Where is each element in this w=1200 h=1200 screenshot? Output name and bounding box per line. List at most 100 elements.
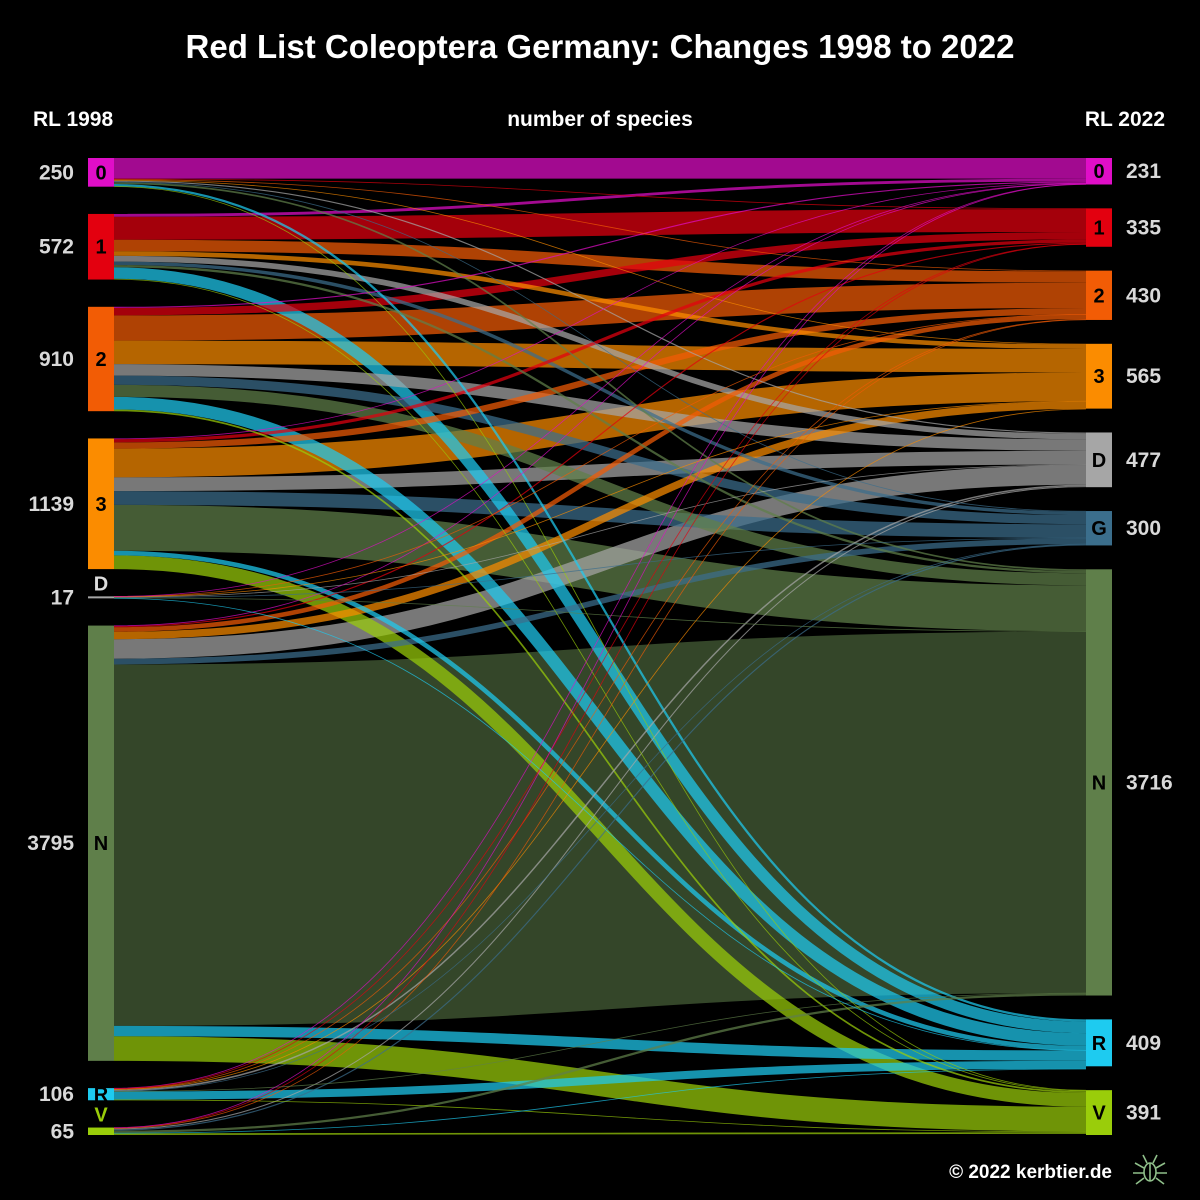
left-node-N [88,625,114,1061]
right-node-total-R: 409 [1126,1032,1161,1055]
copyright-credit: © 2022 kerbtier.de [949,1162,1112,1183]
flow-0-to-V [113,186,1087,1091]
flow-N-to-D [113,465,1087,659]
flow-1-to-D [113,255,1087,440]
left-node-total-R: 106 [39,1083,74,1106]
left-node-3 [88,438,114,570]
left-node-total-2: 910 [39,348,74,371]
flow-R-to-N [113,992,1087,1092]
flow-3-to-3 [113,372,1087,478]
flow-0-to-2 [113,179,1087,272]
right-node-G [1086,511,1112,546]
right-node-label-2: 2 [1093,285,1104,307]
flow-2-to-V [113,409,1087,1094]
right-node-V [1086,1090,1112,1135]
right-node-label-R: R [1092,1033,1107,1055]
right-node-label-0: 0 [1093,161,1104,183]
flow-R-to-2 [113,318,1087,1090]
right-node-total-0: 231 [1126,160,1161,183]
flow-V-to-V [113,1132,1087,1136]
flow-R-to-1 [113,243,1087,1090]
flow-0-to-D [113,180,1087,434]
flow-R-to-0 [113,183,1087,1089]
left-node-label-0: 0 [95,162,106,184]
flow-D-to-0 [113,183,1087,597]
measure-header: number of species [507,108,693,131]
right-node-label-1: 1 [1093,218,1104,240]
right-node-label-G: G [1091,518,1107,540]
right-node-label-V: V [1092,1103,1106,1125]
beetle-logo-icon [1133,1154,1167,1185]
left-node-total-3: 1139 [28,493,74,516]
flow-R-to-R [113,1060,1087,1100]
flow-2-to-G [113,375,1087,525]
flow-D-to-G [113,537,1087,599]
flow-N-to-3 [113,401,1087,640]
flow-3-to-G [113,491,1087,538]
flow-R-to-D [113,484,1087,1092]
right-node-total-1: 335 [1126,217,1161,240]
flow-D-to-D [113,464,1087,598]
flow-V-to-N [113,993,1087,1133]
left-node-total-1: 572 [39,236,74,259]
flow-1-to-2 [113,239,1087,283]
left-node-total-V: 65 [51,1120,75,1143]
right-node-0 [1086,158,1112,185]
left-node-label-3: 3 [95,494,106,516]
right-node-N [1086,569,1112,996]
right-node-D [1086,432,1112,488]
flow-1-to-0 [113,178,1087,217]
left-node-R [88,1088,114,1101]
flow-D-to-N [113,597,1087,632]
flow-2-to-1 [113,231,1087,316]
flow-1-to-1 [113,209,1087,240]
right-node-total-N: 3716 [1126,771,1173,794]
left-node-label-1: 1 [95,237,106,259]
flow-layer [113,157,1087,1136]
flow-V-to-D [113,486,1087,1130]
left-node-total-0: 250 [39,161,74,184]
left-node-label-D: D [94,573,108,595]
flow-N-to-2 [113,314,1087,632]
left-node-total-D: 17 [51,586,74,609]
flow-V-to-2 [113,319,1087,1129]
left-node-total-N: 3795 [27,832,74,855]
flow-D-to-2 [113,314,1087,597]
left-node-label-V: V [94,1105,108,1127]
flow-V-to-R [113,1068,1087,1134]
right-node-label-3: 3 [1093,366,1104,388]
right-node-R [1086,1019,1112,1067]
flow-N-to-0 [113,183,1087,627]
right-node-total-V: 391 [1126,1102,1161,1125]
flow-N-to-R [113,1025,1087,1061]
left-node-label-R: R [94,1084,109,1106]
left-node-label-2: 2 [95,349,106,371]
flow-1-to-R [113,267,1087,1034]
right-column-header: RL 2022 [1084,108,1165,131]
flow-D-to-R [113,597,1087,1051]
left-node-1 [88,213,114,280]
flow-2-to-D [113,364,1087,451]
flow-R-to-G [113,543,1087,1092]
chart-title: Red List Coleoptera Germany: Changes 199… [185,28,1015,65]
flow-1-to-V [113,278,1087,1092]
flow-3-to-2 [113,308,1087,449]
flow-1-to-G [113,261,1087,516]
left-node-0 [88,158,114,187]
flow-V-to-0 [113,183,1087,1129]
left-node-2 [88,306,114,412]
left-node-label-N: N [94,833,108,855]
flow-3-to-0 [113,182,1087,440]
right-node-label-N: N [1092,772,1106,794]
right-node-total-G: 300 [1126,517,1161,540]
flow-0-to-N [113,182,1087,572]
right-node-2 [1086,270,1112,320]
flow-R-to-3 [113,408,1087,1090]
right-node-3 [1086,343,1112,409]
flow-D-to-3 [113,400,1087,598]
left-node-V [88,1127,114,1135]
flow-V-to-1 [113,243,1087,1129]
flow-1-to-3 [113,251,1087,349]
flow-1-to-N [113,264,1087,574]
